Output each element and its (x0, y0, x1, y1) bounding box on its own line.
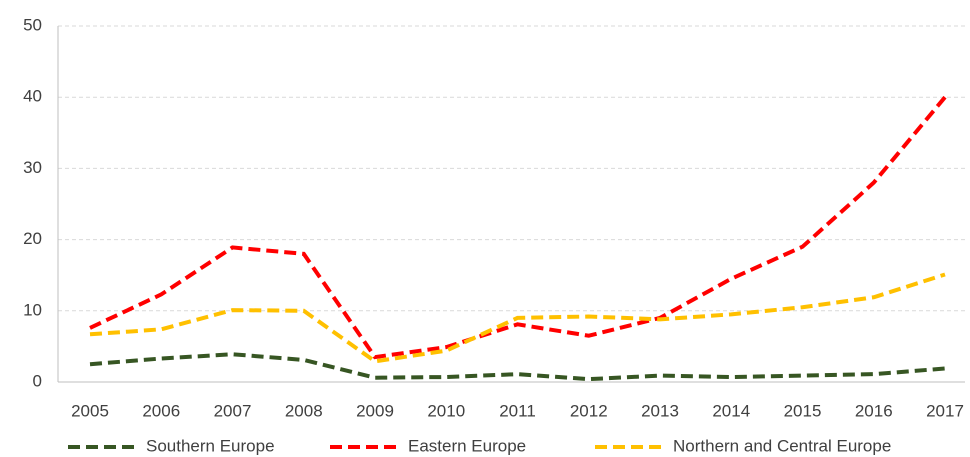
x-tick-label: 2007 (214, 401, 252, 420)
y-tick-label: 0 (33, 371, 42, 390)
x-tick-label: 2016 (855, 401, 893, 420)
x-tick-label: 2005 (71, 401, 109, 420)
x-tick-label: 2015 (784, 401, 822, 420)
x-tick-label: 2014 (712, 401, 750, 420)
series-line (89, 352, 946, 382)
series-line (89, 272, 946, 364)
x-tick-label: 2009 (356, 401, 394, 420)
x-tick-label: 2012 (570, 401, 608, 420)
series-line (89, 95, 947, 360)
x-tick-label: 2013 (641, 401, 679, 420)
legend-label: Northern and Central Europe (673, 436, 891, 455)
y-tick-label: 10 (23, 300, 42, 319)
legend-label: Eastern Europe (408, 436, 526, 455)
x-tick-label: 2011 (499, 401, 536, 420)
x-tick-label: 2006 (142, 401, 180, 420)
y-tick-label: 20 (23, 229, 42, 248)
x-tick-label: 2010 (427, 401, 465, 420)
x-tick-label: 2017 (926, 401, 964, 420)
y-tick-label: 40 (23, 87, 42, 106)
x-tick-label: 2008 (285, 401, 323, 420)
y-tick-label: 50 (23, 15, 42, 34)
y-tick-label: 30 (23, 158, 42, 177)
legend-label: Southern Europe (146, 436, 275, 455)
